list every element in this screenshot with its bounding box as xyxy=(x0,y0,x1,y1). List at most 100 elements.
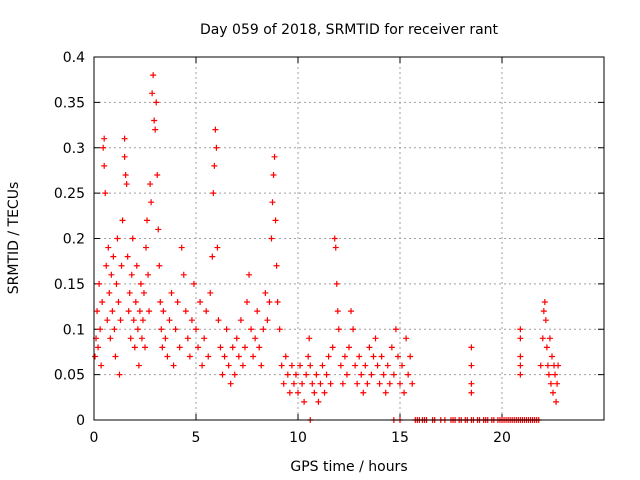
data-point xyxy=(225,362,232,369)
data-point xyxy=(121,135,128,142)
data-point xyxy=(127,335,134,342)
data-point xyxy=(119,217,126,224)
data-point xyxy=(96,280,103,287)
data-point xyxy=(547,380,554,387)
data-point xyxy=(135,362,142,369)
data-point xyxy=(155,226,162,233)
data-point xyxy=(164,353,171,360)
data-point xyxy=(548,353,555,360)
data-point xyxy=(319,362,326,369)
data-point xyxy=(229,344,236,351)
data-point xyxy=(148,199,155,206)
data-point xyxy=(105,244,112,251)
data-point xyxy=(341,353,348,360)
y-tick-label: 0.25 xyxy=(54,186,85,202)
data-point xyxy=(335,326,342,333)
data-point xyxy=(350,326,357,333)
data-point xyxy=(358,371,365,378)
data-point xyxy=(147,181,154,188)
data-point xyxy=(113,280,120,287)
data-point xyxy=(213,144,220,151)
data-point xyxy=(195,344,202,351)
data-point xyxy=(552,371,559,378)
data-point xyxy=(98,362,105,369)
data-point xyxy=(197,299,204,306)
data-point xyxy=(95,344,102,351)
data-point xyxy=(545,371,552,378)
data-point xyxy=(219,371,226,378)
data-point xyxy=(114,235,121,242)
data-point xyxy=(360,389,367,396)
data-point xyxy=(268,235,275,242)
data-point xyxy=(244,299,250,306)
data-point xyxy=(170,362,177,369)
data-point xyxy=(325,353,332,360)
data-point xyxy=(372,335,379,342)
data-point xyxy=(539,335,546,342)
data-point xyxy=(543,344,550,351)
data-point xyxy=(542,317,549,324)
data-point xyxy=(205,353,212,360)
data-point xyxy=(94,308,101,315)
data-point xyxy=(339,380,346,387)
data-point xyxy=(227,380,234,387)
data-point xyxy=(368,371,375,378)
data-point xyxy=(309,380,316,387)
data-point xyxy=(278,362,285,369)
data-point xyxy=(332,244,339,251)
y-axis-label: SRMTID / TECUs xyxy=(6,182,22,295)
data-point xyxy=(126,289,133,296)
data-point xyxy=(137,280,144,287)
data-point xyxy=(143,244,150,251)
data-point xyxy=(331,235,338,242)
data-point xyxy=(517,335,524,342)
data-point xyxy=(108,271,115,278)
data-point xyxy=(136,308,143,315)
data-point xyxy=(323,371,330,378)
data-point xyxy=(215,317,222,324)
data-point xyxy=(555,362,562,369)
y-tick-label: 0.1 xyxy=(63,322,85,338)
data-point xyxy=(468,362,475,369)
data-point xyxy=(122,171,129,178)
data-point xyxy=(162,335,169,342)
data-point xyxy=(201,335,208,342)
data-point xyxy=(270,171,277,178)
data-point xyxy=(397,380,403,387)
data-point xyxy=(178,244,185,251)
data-point xyxy=(301,398,308,405)
data-point xyxy=(272,217,279,224)
x-tick-label: 5 xyxy=(192,430,201,446)
data-point xyxy=(151,117,158,124)
data-point xyxy=(239,362,246,369)
data-point xyxy=(553,398,560,405)
data-point xyxy=(364,380,371,387)
data-point xyxy=(403,335,410,342)
data-point xyxy=(356,353,363,360)
data-point xyxy=(348,308,355,315)
tick-labels: 0 0.05 0.1 0.15 0.2 0.25 0.3 0.35 0.4 0 5 10 15 20 xyxy=(54,50,604,446)
data-point xyxy=(468,344,475,351)
data-point xyxy=(121,153,128,160)
data-point xyxy=(550,389,556,396)
y-tick-label: 0.05 xyxy=(54,368,85,384)
x-tick-label: 10 xyxy=(289,430,307,446)
data-point xyxy=(214,244,221,251)
data-point xyxy=(139,317,146,324)
data-point xyxy=(290,380,297,387)
data-point xyxy=(517,353,524,360)
data-point xyxy=(284,371,291,378)
data-point xyxy=(207,289,214,296)
data-point xyxy=(106,289,113,296)
data-point xyxy=(158,326,165,333)
data-point xyxy=(337,362,344,369)
data-point xyxy=(329,344,336,351)
data-point xyxy=(544,362,551,369)
data-point xyxy=(134,326,141,333)
data-point xyxy=(157,299,164,306)
data-point xyxy=(150,72,157,79)
data-point xyxy=(235,353,242,360)
data-point xyxy=(130,317,137,324)
data-point xyxy=(101,135,108,142)
data-point xyxy=(144,217,151,224)
